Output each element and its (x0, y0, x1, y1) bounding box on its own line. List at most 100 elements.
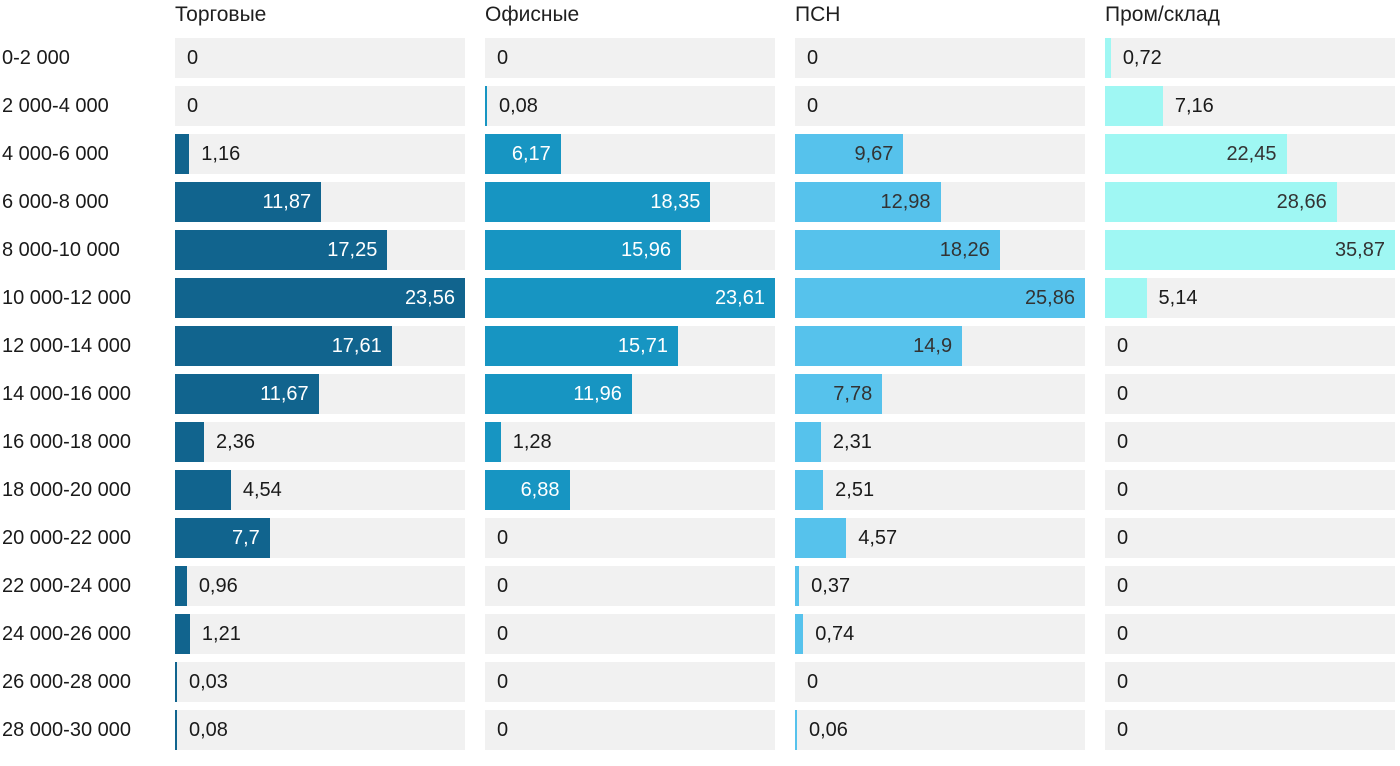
bar-track: 0,74 (795, 614, 1085, 654)
bar-track: 0 (485, 710, 775, 750)
value-label: 4,57 (858, 527, 898, 549)
column-headers-row: Торговые Офисные ПСН Пром/склад (0, 2, 1400, 30)
bar-track: 0 (795, 662, 1085, 702)
chart-row: 26 000-28 000 0,03 0 0 0 (0, 662, 1400, 702)
bar (175, 374, 319, 414)
value-label: 0 (1117, 335, 1129, 357)
category-label: 8 000-10 000 (2, 239, 120, 261)
bar-track: 0,08 (175, 710, 465, 750)
series-header-1: Торговые (175, 3, 267, 26)
category-label: 16 000-18 000 (2, 431, 132, 453)
bar (795, 374, 883, 414)
value-label: 23,56 (404, 287, 455, 309)
bar-track: 14,9 (795, 326, 1085, 366)
value-label: 2,31 (832, 431, 872, 453)
bar (795, 518, 847, 558)
bar-track: 0 (795, 86, 1085, 126)
bar (485, 230, 682, 270)
category-label: 6 000-8 000 (2, 191, 109, 213)
bar-track: 0 (175, 86, 465, 126)
bar-track: 0,37 (795, 566, 1085, 606)
value-label: 0 (807, 95, 819, 117)
value-label: 7,78 (833, 383, 873, 405)
chart-row: 0-2 000 0 0 0 0,72 (0, 38, 1400, 78)
bar (175, 422, 205, 462)
value-label: 25,86 (1024, 287, 1075, 309)
bar (485, 326, 678, 366)
bar-track: 0 (1105, 662, 1395, 702)
value-label: 0,08 (189, 719, 228, 741)
value-label: 14,9 (913, 335, 953, 357)
bar-track: 18,26 (795, 230, 1085, 270)
value-label: 0 (1117, 479, 1129, 501)
value-label: 0 (1117, 383, 1129, 405)
value-label: 28,66 (1276, 191, 1327, 213)
bar-track: 0 (1105, 566, 1395, 606)
chart-row: 6 000-8 000 11,87 18,35 12,98 28,66 (0, 182, 1400, 222)
value-label: 2,36 (216, 431, 255, 453)
bar-track: 0 (1105, 326, 1395, 366)
category-label: 22 000-24 000 (2, 575, 132, 597)
category-label: 14 000-16 000 (2, 383, 132, 405)
bar-track: 18,35 (485, 182, 775, 222)
value-label: 35,87 (1334, 239, 1385, 261)
bar-track: 9,67 (795, 134, 1085, 174)
chart-row: 12 000-14 000 17,61 15,71 14,9 0 (0, 326, 1400, 366)
bar-track: 1,21 (175, 614, 465, 654)
bar-track: 0 (1105, 518, 1395, 558)
value-label: 0,03 (189, 671, 228, 693)
bar-track: 17,61 (175, 326, 465, 366)
bar-track: 0 (485, 38, 775, 78)
bar-track: 0 (795, 38, 1085, 78)
value-label: 15,96 (620, 239, 672, 261)
category-label: 24 000-26 000 (2, 623, 132, 645)
bar (795, 422, 821, 462)
bar-track: 2,31 (795, 422, 1085, 462)
bar (485, 278, 775, 318)
bar (795, 182, 941, 222)
bar-track: 1,28 (485, 422, 775, 462)
bar-track: 15,96 (485, 230, 775, 270)
value-label: 9,67 (854, 143, 894, 165)
bar-track: 2,51 (795, 470, 1085, 510)
value-label: 7,7 (231, 527, 260, 549)
value-label: 6,88 (520, 479, 560, 501)
bar (1105, 230, 1395, 270)
value-label: 0,08 (499, 95, 538, 117)
category-label: 4 000-6 000 (2, 143, 109, 165)
bar-track: 0 (1105, 422, 1395, 462)
bar (175, 614, 190, 654)
value-label: 0 (187, 95, 199, 117)
value-label: 0 (1117, 719, 1129, 741)
value-label: 0 (1117, 431, 1129, 453)
bar-track: 0,72 (1105, 38, 1395, 78)
series-header-3: ПСН (795, 3, 841, 26)
bar (485, 422, 501, 462)
value-label: 11,87 (262, 191, 312, 213)
bar (795, 470, 824, 510)
bar (175, 326, 392, 366)
bar (175, 134, 190, 174)
category-label: 18 000-20 000 (2, 479, 132, 501)
bar-track: 0 (1105, 710, 1395, 750)
bar-track: 35,87 (1105, 230, 1395, 270)
bar (1105, 86, 1163, 126)
bar-track: 1,16 (175, 134, 465, 174)
value-label: 7,16 (1174, 95, 1214, 117)
bar (175, 278, 465, 318)
bar-track: 28,66 (1105, 182, 1395, 222)
value-label: 0,37 (811, 575, 851, 597)
bar (485, 134, 561, 174)
bar-track: 17,25 (175, 230, 465, 270)
value-label: 1,16 (201, 143, 241, 165)
bar (795, 566, 800, 606)
value-label: 0,74 (815, 623, 855, 645)
value-label: 0 (1117, 623, 1129, 645)
bar-track: 15,71 (485, 326, 775, 366)
bar (795, 710, 797, 750)
chart-row: 24 000-26 000 1,21 0 0,74 0 (0, 614, 1400, 654)
value-label: 0,96 (198, 575, 238, 597)
bar (175, 566, 187, 606)
bar (1105, 38, 1111, 78)
category-label: 26 000-28 000 (2, 671, 132, 693)
